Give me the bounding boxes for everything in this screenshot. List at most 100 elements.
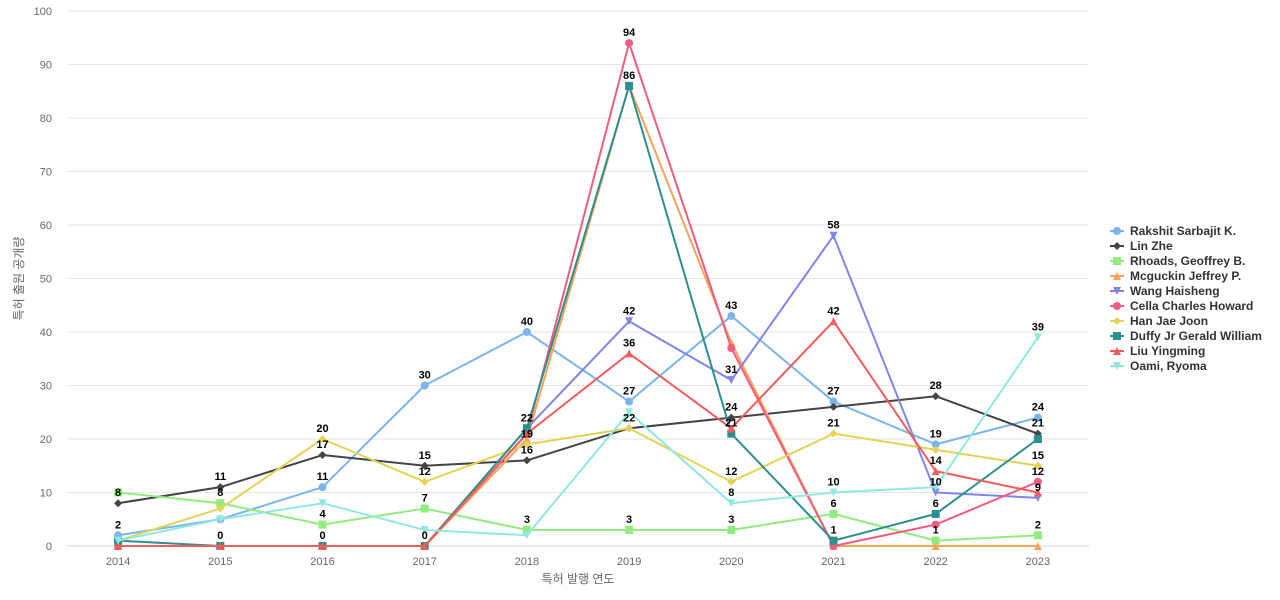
data-point [318,542,327,550]
data-point [420,542,429,550]
data-point [216,504,225,513]
data-point [931,536,940,545]
series-line[interactable] [114,311,1042,540]
data-point [114,542,123,550]
series-layer [114,39,1042,550]
data-point [727,477,736,486]
data-point [1033,461,1042,470]
legend-item[interactable]: Wang Haisheng [1110,284,1220,298]
series-line[interactable] [114,488,1042,545]
data-point [216,515,225,524]
data-point [625,317,634,326]
data-label: 14 [930,455,943,467]
legend-item[interactable]: Cella Charles Howard [1110,299,1253,313]
legend-label: Mcguckin Jeffrey P. [1130,269,1241,283]
data-point [1033,333,1042,342]
data-point [1033,435,1042,443]
data-label: 8 [217,487,223,499]
x-tick-label: 2014 [106,556,130,568]
x-axis-ticks: 2014 2015 2016 2017 2018 2019 2020 2021 2022 2023 [106,556,1050,568]
data-label: 28 [930,380,942,392]
data-label: 8 [728,487,734,499]
x-tick-label: 2021 [821,556,845,568]
series-path [118,84,1039,547]
legend-item[interactable]: Lin Zhe [1110,239,1173,253]
data-label: 43 [725,300,737,312]
series-line[interactable] [114,424,1042,545]
data-label: 42 [623,305,635,317]
data-point [829,397,838,406]
y-tick-label: 90 [40,60,52,72]
data-label: 3 [728,514,734,526]
legend-item[interactable]: Mcguckin Jeffrey P. [1110,269,1241,283]
data-label: 11 [317,471,329,483]
data-point [829,317,838,326]
x-tick-label: 2023 [1026,556,1050,568]
series-path [117,395,1039,505]
data-label: 19 [521,428,533,440]
legend-item[interactable]: Rhoads, Geoffrey B. [1110,254,1245,268]
data-point [625,81,634,90]
data-point [1033,477,1042,486]
data-label: 0 [217,530,223,542]
data-point [420,525,429,534]
legend-marker [1113,302,1121,310]
data-label: 27 [827,386,839,398]
data-label: 22 [623,412,635,424]
legend-item[interactable]: Oami, Ryoma [1110,359,1207,373]
legend-label: Rakshit Sarbajit K. [1130,224,1236,238]
data-point [522,440,531,449]
data-point [931,488,940,497]
data-label: 10 [827,477,839,489]
series-path [118,84,1038,547]
legend-item[interactable]: Duffy Jr Gerald William [1110,329,1262,343]
series-line[interactable] [114,81,1042,550]
x-tick-label: 2015 [208,556,232,568]
data-label: 20 [316,423,328,435]
legend-item[interactable]: Liu Yingming [1110,344,1205,358]
data-point [420,477,429,486]
data-label: 24 [725,402,738,414]
data-label: 24 [1032,402,1045,414]
data-point [216,499,225,508]
legend-item[interactable]: Rakshit Sarbajit K. [1110,224,1236,238]
data-point [522,531,531,540]
legend-marker [1113,287,1121,295]
data-label: 94 [623,27,636,39]
data-label: 6 [830,498,836,510]
data-point [522,429,531,438]
data-point [114,536,123,545]
series-path [117,336,1039,542]
x-axis-title: 특허 발행 연도 [542,571,615,586]
y-tick-label: 100 [34,6,52,18]
data-point [727,424,736,433]
data-point [1033,531,1042,540]
data-point [829,509,838,518]
data-label: 12 [1032,466,1044,478]
data-point [420,504,429,513]
data-label: 2 [115,519,121,531]
x-tick-label: 2022 [923,556,947,568]
series-line[interactable] [114,317,1042,550]
data-label: 2 [1035,519,1041,531]
legend-item[interactable]: Han Jae Joon [1110,314,1208,328]
data-point [829,429,838,438]
data-point [931,542,940,550]
data-label: 11 [214,471,226,483]
data-point [625,349,634,358]
data-label: 4 [319,509,326,521]
series-line[interactable] [114,333,1042,545]
data-point [931,445,940,454]
data-label: 21 [725,418,737,430]
y-axis-ticks: 0 10 20 30 40 50 60 70 80 90 100 [34,6,52,553]
data-label: 1 [933,525,939,537]
data-point [1033,488,1042,497]
series-line[interactable] [114,231,1042,550]
data-label: 40 [521,316,533,328]
series-line[interactable] [114,81,1042,550]
data-label: 12 [419,466,431,478]
series-path [118,234,1038,547]
data-point [522,328,531,336]
